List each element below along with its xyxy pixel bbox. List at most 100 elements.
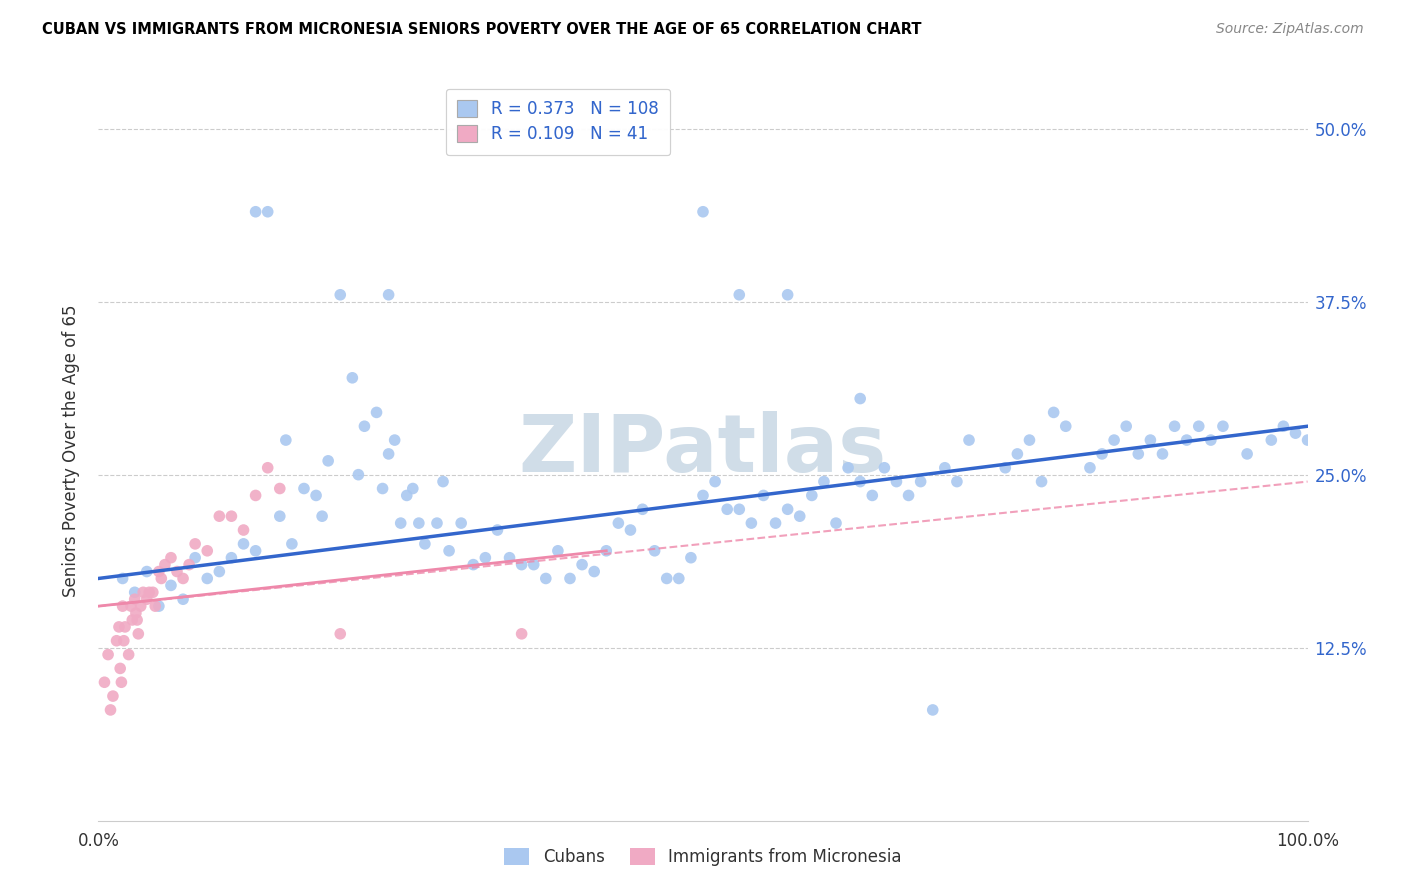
Point	[547, 543, 569, 558]
Point	[274, 433, 297, 447]
Point	[571, 558, 593, 572]
Point	[108, 620, 131, 634]
Point	[111, 599, 134, 614]
Point	[118, 648, 141, 662]
Point	[789, 509, 811, 524]
Point	[849, 475, 872, 489]
Point	[1115, 419, 1137, 434]
Point	[100, 703, 122, 717]
Point	[1188, 419, 1211, 434]
Point	[195, 572, 218, 586]
Point	[329, 627, 352, 641]
Point	[1102, 433, 1125, 447]
Point	[184, 537, 207, 551]
Point	[132, 585, 155, 599]
Point	[120, 599, 142, 614]
Point	[311, 509, 333, 524]
Point	[124, 592, 146, 607]
Point	[800, 488, 823, 502]
Point	[765, 516, 787, 530]
Point	[408, 516, 430, 530]
Point	[305, 488, 328, 502]
Point	[142, 585, 165, 599]
Point	[1260, 433, 1282, 447]
Point	[245, 543, 267, 558]
Point	[813, 475, 835, 489]
Point	[281, 537, 304, 551]
Point	[153, 558, 176, 572]
Point	[129, 599, 152, 614]
Point	[160, 578, 183, 592]
Point	[595, 543, 617, 558]
Point	[704, 475, 727, 489]
Point	[910, 475, 932, 489]
Point	[498, 550, 520, 565]
Point	[184, 550, 207, 565]
Point	[195, 543, 218, 558]
Point	[668, 572, 690, 586]
Point	[108, 661, 131, 675]
Point	[121, 613, 143, 627]
Point	[740, 516, 762, 530]
Point	[1152, 447, 1174, 461]
Point	[692, 204, 714, 219]
Point	[111, 572, 134, 586]
Y-axis label: Seniors Poverty Over the Age of 65: Seniors Poverty Over the Age of 65	[62, 304, 80, 597]
Point	[97, 648, 120, 662]
Point	[1091, 447, 1114, 461]
Point	[292, 482, 315, 496]
Point	[371, 482, 394, 496]
Point	[413, 537, 436, 551]
Point	[437, 543, 460, 558]
Point	[860, 488, 883, 502]
Point	[1018, 433, 1040, 447]
Point	[1284, 426, 1306, 441]
Point	[1078, 460, 1101, 475]
Point	[523, 558, 546, 572]
Point	[450, 516, 472, 530]
Point	[463, 558, 485, 572]
Point	[946, 475, 969, 489]
Point	[148, 565, 170, 579]
Point	[692, 488, 714, 502]
Point	[873, 460, 896, 475]
Point	[166, 565, 188, 579]
Point	[837, 460, 859, 475]
Point	[1128, 447, 1150, 461]
Point	[1163, 419, 1185, 434]
Point	[728, 502, 751, 516]
Point	[607, 516, 630, 530]
Point	[395, 488, 418, 502]
Point	[208, 565, 231, 579]
Point	[138, 585, 160, 599]
Point	[112, 633, 135, 648]
Point	[148, 599, 170, 614]
Point	[329, 287, 352, 301]
Point	[143, 599, 166, 614]
Point	[110, 675, 132, 690]
Point	[221, 509, 243, 524]
Point	[93, 675, 115, 690]
Point	[1042, 405, 1064, 419]
Point	[135, 592, 157, 607]
Point	[135, 565, 157, 579]
Point	[366, 405, 388, 419]
Point	[1212, 419, 1234, 434]
Point	[644, 543, 666, 558]
Point	[934, 460, 956, 475]
Legend: R = 0.373   N = 108, R = 0.109   N = 41: R = 0.373 N = 108, R = 0.109 N = 41	[446, 88, 671, 155]
Point	[353, 419, 375, 434]
Point	[921, 703, 943, 717]
Point	[245, 204, 267, 219]
Point	[269, 482, 291, 496]
Point	[994, 460, 1017, 475]
Point	[105, 633, 128, 648]
Point	[316, 454, 339, 468]
Point	[1031, 475, 1053, 489]
Point	[752, 488, 775, 502]
Point	[776, 287, 799, 301]
Point	[127, 627, 149, 641]
Point	[432, 475, 454, 489]
Point	[127, 613, 149, 627]
Point	[631, 502, 654, 516]
